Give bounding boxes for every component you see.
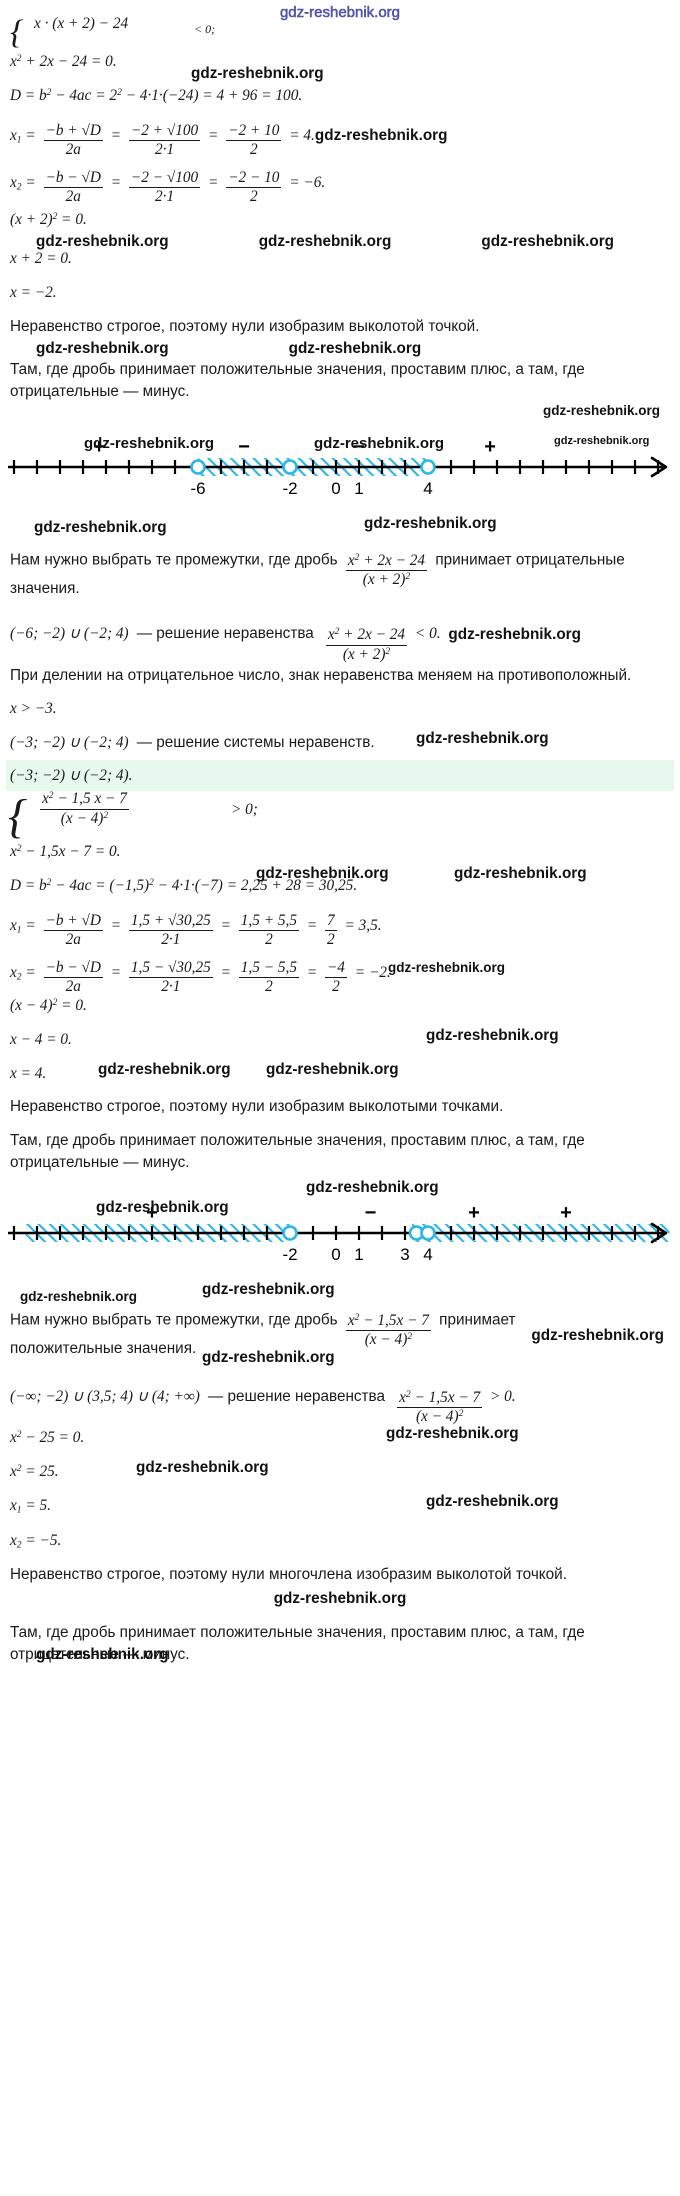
svg-text:1: 1: [354, 479, 363, 498]
svg-text:+: +: [484, 436, 496, 458]
svg-text:4: 4: [423, 479, 432, 498]
svg-text:-2: -2: [282, 1245, 297, 1264]
svg-text:−: −: [238, 436, 250, 458]
svg-text:+: +: [560, 1202, 572, 1224]
svg-text:3: 3: [400, 1245, 409, 1264]
svg-text:−: −: [365, 1202, 377, 1224]
svg-text:-6: -6: [190, 479, 205, 498]
svg-text:0: 0: [331, 1245, 340, 1264]
svg-text:-2: -2: [282, 479, 297, 498]
svg-text:+: +: [468, 1202, 480, 1224]
svg-text:4: 4: [423, 1245, 432, 1264]
svg-text:0: 0: [331, 479, 340, 498]
svg-text:1: 1: [354, 1245, 363, 1264]
